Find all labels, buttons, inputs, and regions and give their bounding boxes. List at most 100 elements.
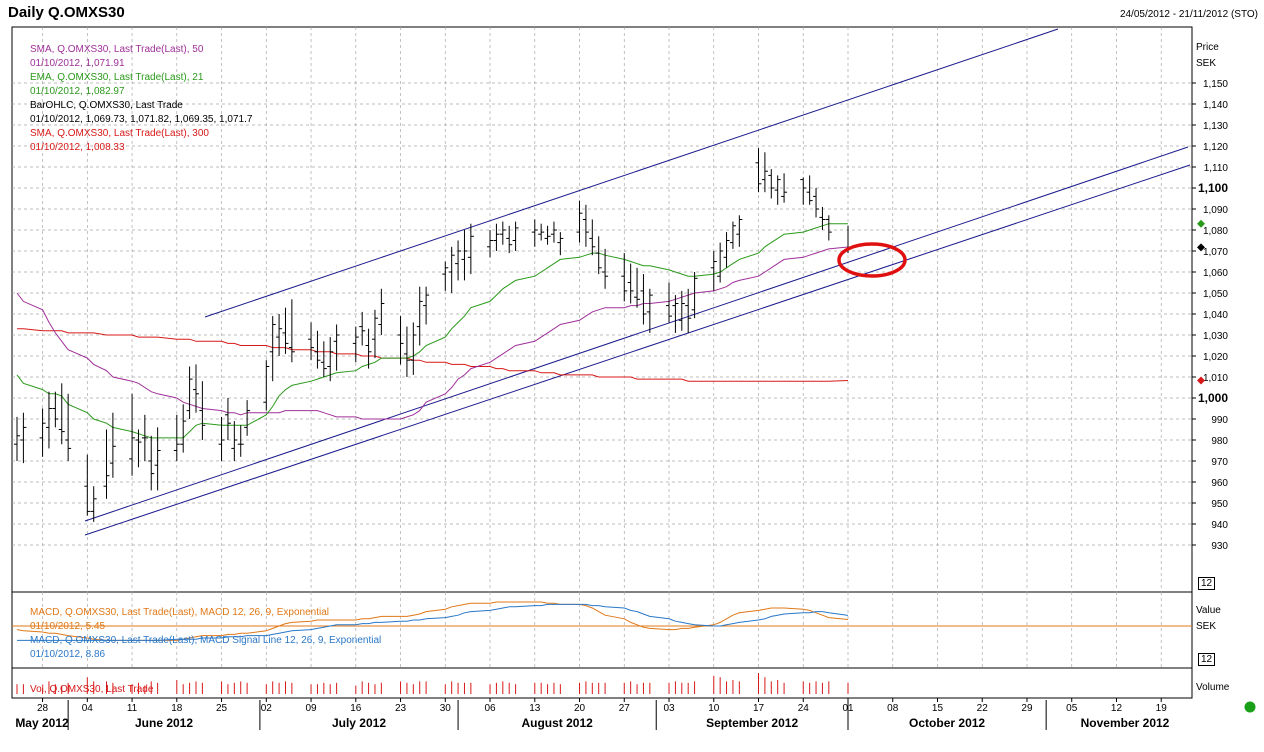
ytick-label: 1,130: [1203, 121, 1228, 132]
upper-channel-line: [204, 28, 1059, 318]
ytick-label: 1,120: [1203, 142, 1228, 153]
ohlc-bar: [244, 400, 251, 436]
ohlc-bar: [557, 232, 564, 256]
ohlc-bar: [666, 282, 673, 323]
ohlc-bar: [678, 290, 685, 331]
ohlc-bar: [499, 221, 506, 245]
ohlc-bar: [218, 416, 225, 461]
xtick-label: 25: [216, 703, 228, 714]
legend-ema21-name: EMA, Q.OMXS30, Last Trade(Last), 21: [30, 72, 204, 83]
legend-signal-value: 01/10/2012, 8.86: [30, 649, 106, 660]
ohlc-bar: [455, 240, 462, 281]
ohlc-bar: [729, 221, 736, 249]
macd-signal-line: [17, 603, 849, 641]
ohlc-bar: [595, 236, 602, 275]
ohlc-bar: [403, 326, 410, 377]
ohlc-bar: [423, 286, 430, 325]
ytick-label: 1,050: [1203, 289, 1228, 300]
date-range: 24/05/2012 - 21/11/2012 (STO): [1119, 9, 1258, 20]
ema21: [16, 223, 849, 439]
ohlc-bar: [333, 324, 340, 371]
ohlc-bar: [410, 322, 417, 375]
ytick-label: 960: [1211, 478, 1228, 489]
ohlc-bar: [717, 242, 724, 283]
ohlc-bar: [461, 230, 468, 281]
ytick-label: 1,100: [1198, 181, 1228, 195]
ohlc-bar: [448, 246, 455, 293]
ohlc-bar: [813, 188, 820, 218]
ohlc-bar: [768, 169, 775, 199]
ohlc-bar: [263, 360, 270, 411]
ytick-label: 1,110: [1204, 163, 1229, 174]
ytick-label: 930: [1211, 541, 1228, 552]
macd-legend: MACD, Q.OMXS30, Last Trade(Last), MACD 1…: [30, 606, 381, 662]
xtick-label: 08: [887, 703, 899, 714]
ohlc-bar: [691, 272, 698, 319]
ohlc-bar: [378, 288, 385, 335]
ema21-line: [16, 223, 849, 439]
month-label: October 2012: [909, 716, 985, 730]
ytick-label: 1,040: [1203, 310, 1228, 321]
xtick-label: 30: [440, 703, 452, 714]
volume-bars: [16, 673, 849, 694]
ohlc-bar: [825, 215, 832, 241]
ohlc-bar: [397, 316, 404, 365]
price-axis-currency: SEK: [1196, 58, 1217, 69]
ytick-label: 1,090: [1203, 205, 1228, 216]
ohlc-bar: [359, 311, 366, 346]
ohlc-bar: [141, 414, 148, 461]
legend-macd-name: MACD, Q.OMXS30, Last Trade(Last), MACD 1…: [30, 607, 330, 618]
month-label: May 2012: [15, 716, 69, 730]
ohlc-bar: [282, 307, 289, 354]
xtick-label: 11: [127, 703, 138, 714]
xtick-label: 05: [1066, 703, 1078, 714]
xtick-label: 13: [529, 703, 541, 714]
legend-sma300-name: SMA, Q.OMXS30, Last Trade(Last), 300: [30, 128, 209, 139]
ohlc-bar: [582, 204, 589, 247]
ohlc-bar: [602, 248, 609, 289]
macd-axis-currency: SEK: [1196, 621, 1217, 632]
sma50: [16, 246, 849, 420]
ohlc-bar: [65, 393, 72, 461]
ytick-label: 1,010: [1203, 373, 1228, 384]
grid-lines: [12, 27, 1192, 668]
ohlc-bar: [550, 221, 557, 243]
ytick-label: 1,020: [1203, 352, 1228, 363]
price-panel-badge: 12: [1198, 577, 1216, 590]
ohlc-bar: [320, 341, 327, 377]
volume-axis-label: Volume: [1196, 682, 1230, 693]
sma300-last-marker: [1197, 376, 1205, 385]
legend-ohlc-name: BarOHLC, Q.OMXS30, Last Trade: [30, 100, 183, 111]
legend-sma50-value: 01/10/2012, 1,071.91: [30, 58, 125, 69]
ohlc-bar: [186, 366, 193, 419]
ohlc-bar: [224, 398, 231, 440]
xtick-label: 18: [171, 703, 183, 714]
ohlc-bar: [761, 152, 768, 193]
ohlc-bar: [237, 425, 244, 457]
xtick-label: 06: [484, 703, 496, 714]
ytick-label: 980: [1211, 436, 1228, 447]
ohlc-bar: [288, 299, 295, 363]
ohlc-bars: [14, 148, 851, 522]
ohlc-bar: [90, 486, 97, 522]
ohlc-bar: [109, 412, 116, 478]
ohlc-bar: [180, 404, 187, 453]
ytick-label: 1,150: [1203, 79, 1228, 90]
ohlc-bar: [538, 223, 545, 241]
ohlc-bar: [442, 261, 449, 291]
macd-panel-frame: [11, 591, 1193, 669]
ohlc-bar: [308, 322, 315, 361]
xtick-label: 04: [82, 703, 94, 714]
price-legend: SMA, Q.OMXS30, Last Trade(Last), 50 01/1…: [30, 43, 252, 155]
ytick-label: 1,060: [1203, 268, 1228, 279]
ohlc-bar: [774, 175, 781, 205]
ohlc-bar: [544, 225, 551, 245]
month-label: September 2012: [706, 716, 798, 730]
legend-sma50-name: SMA, Q.OMXS30, Last Trade(Last), 50: [30, 44, 204, 55]
ohlc-bar: [371, 309, 378, 359]
date-axis: 28 04 11 18 25 02 09 16 23 30 06 13 20 27 03 10 17 24 01 08…: [15, 698, 1170, 730]
xtick-label: 19: [1156, 703, 1168, 714]
lower-channel-line: [84, 146, 1189, 522]
xtick-label: 02: [261, 703, 273, 714]
macd-signal: [17, 603, 849, 641]
